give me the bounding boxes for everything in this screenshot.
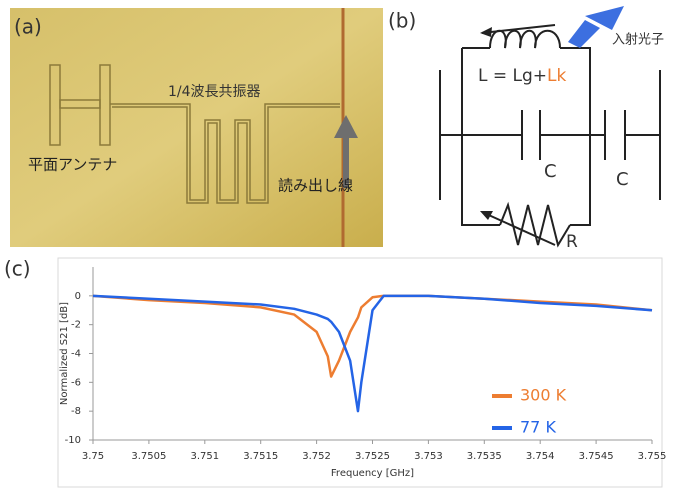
resistor-label: R <box>566 232 578 252</box>
y-tick-label: -4 <box>71 349 81 360</box>
x-tick-label: 3.7545 <box>579 451 614 462</box>
annotation: 読み出し線 <box>278 177 353 195</box>
legend-label: 77 K <box>520 418 556 437</box>
circuit: (b) 入射光子 L = Lg+Lk C C R <box>388 6 664 252</box>
chart: 0 -2 -4 -6 -8 -103.75 3.7505 3.751 3.7515 3.752 3.… <box>59 267 666 479</box>
x-tick-label: 3.7505 <box>131 451 166 462</box>
x-tick-label: 3.752 <box>302 451 331 462</box>
line-series <box>92 294 653 413</box>
annotation: 1/4波長共振器 <box>168 84 261 100</box>
x-tick-label: 3.75 <box>82 451 104 462</box>
line-series <box>92 294 653 378</box>
legend-label: 300 K <box>520 386 567 405</box>
x-tick-label: 3.755 <box>638 451 667 462</box>
x-axis-label: Frequency [GHz] <box>331 468 414 479</box>
inductor-label: L = Lg+Lk <box>478 66 567 86</box>
x-tick-label: 3.7535 <box>467 451 502 462</box>
annotation: 平面アンテナ <box>28 156 117 174</box>
x-tick-label: 3.751 <box>190 451 219 462</box>
panel-label: (c) <box>4 257 31 281</box>
inductor-text: L = Lg+ <box>478 66 547 86</box>
y-tick-label: -8 <box>71 406 81 417</box>
micrograph: (a) 1/4波長共振器 平面アンテナ 読み出し線 <box>10 8 383 247</box>
inductor-kinetic-text: Lk <box>547 66 566 86</box>
y-tick-label: -6 <box>71 377 81 388</box>
x-tick-label: 3.754 <box>526 451 555 462</box>
x-tick-label: 3.7515 <box>243 451 278 462</box>
x-tick-label: 3.753 <box>414 451 443 462</box>
y-axis-label: Normalized S21 [dB] <box>59 302 70 405</box>
panel-label: (a) <box>14 15 42 39</box>
annotation: 入射光子 <box>612 32 664 48</box>
capacitor-label: C <box>544 161 557 182</box>
capacitor-label: C <box>616 169 629 190</box>
y-tick-label: -2 <box>71 320 81 331</box>
chart-frame <box>57 257 663 488</box>
y-tick-label: 0 <box>75 291 81 302</box>
panel-label: (b) <box>388 9 416 33</box>
y-tick-label: -10 <box>65 435 81 446</box>
x-tick-label: 3.7525 <box>355 451 390 462</box>
